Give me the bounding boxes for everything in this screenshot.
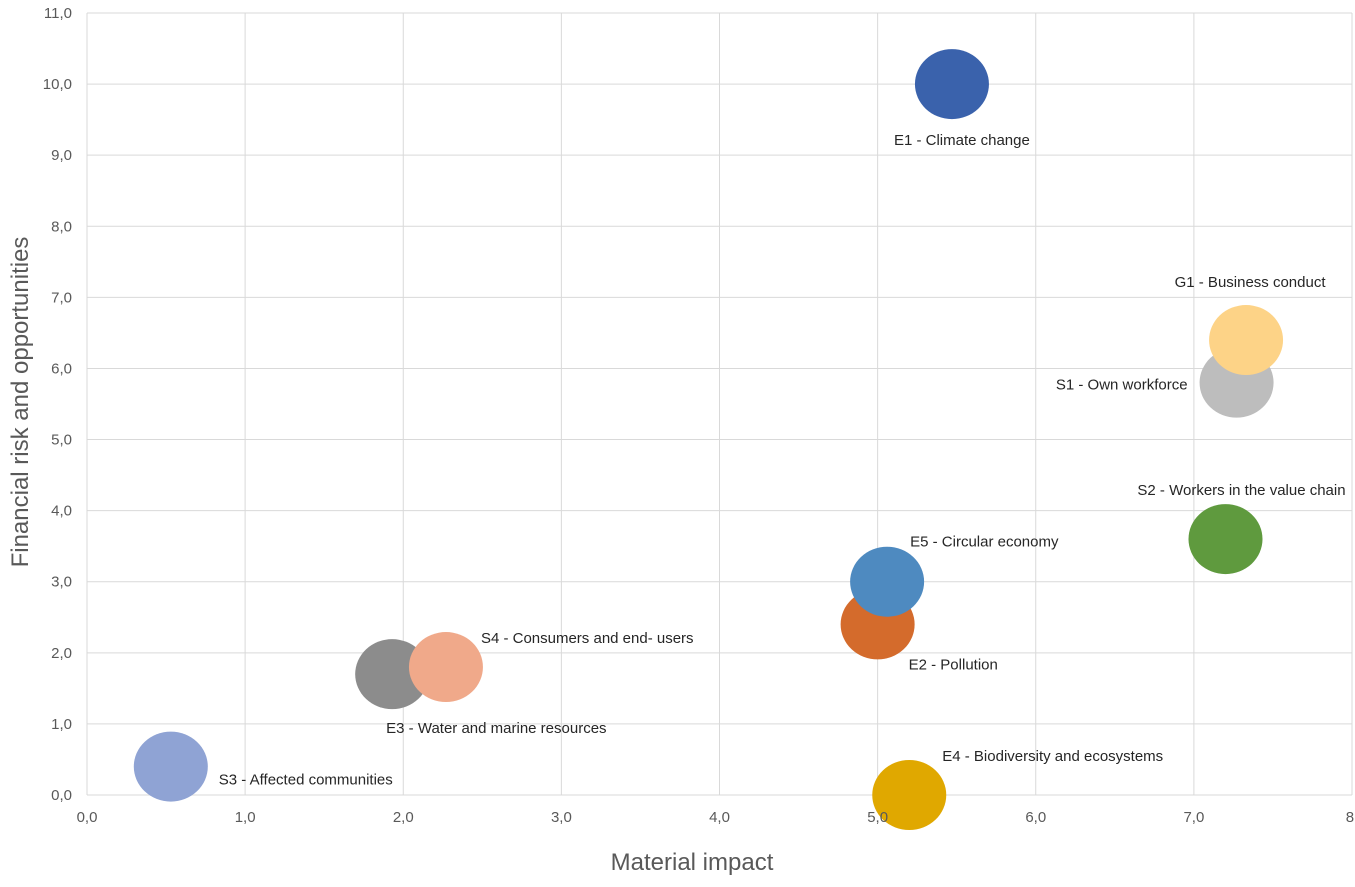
x-tick-label: 2,0 [393, 809, 414, 826]
bubble-label: G1 - Business conduct [1175, 274, 1327, 291]
bubble-label: E4 - Biodiversity and ecosystems [942, 748, 1163, 765]
bubble-label: E2 - Pollution [909, 656, 998, 673]
bubble-label: S4 - Consumers and end- users [481, 630, 694, 647]
y-tick-label: 3,0 [51, 574, 72, 591]
x-tick-label: 6,0 [1025, 809, 1046, 826]
y-tick-label: 1,0 [51, 716, 72, 733]
bubble-label: S2 - Workers in the value chain [1137, 482, 1345, 499]
x-tick-label: 5,0 [867, 809, 888, 826]
bubble-label: E1 - Climate change [894, 132, 1030, 149]
y-tick-label: 0,0 [51, 787, 72, 804]
bubble-label: S1 - Own workforce [1056, 377, 1188, 394]
y-tick-label: 7,0 [51, 289, 72, 306]
bubble-point [408, 632, 483, 703]
x-tick-label: 1,0 [235, 809, 256, 826]
bubble-point [914, 49, 989, 120]
x-axis-title: Material impact [611, 849, 774, 876]
grid [86, 12, 1353, 796]
y-tick-label: 10,0 [43, 76, 72, 93]
bubble-point [850, 546, 925, 617]
bubble-point [1209, 305, 1284, 376]
y-tick-label: 5,0 [51, 432, 72, 449]
y-axis-title: Financial risk and opportunities [7, 237, 34, 568]
x-tick-label: 3,0 [551, 809, 572, 826]
bubble-point [872, 760, 947, 830]
tick-labels: 0,0 1,0 2,0 3,0 4,0 5,0 6,0 7,0 8, 0,0 1,0 2,0 3,0 4,… [43, 5, 1355, 826]
y-tick-label: 4,0 [51, 503, 72, 520]
bubbles [133, 49, 1284, 830]
bubble-label: E5 - Circular economy [910, 534, 1059, 551]
x-tick-label: 0,0 [77, 809, 98, 826]
bubble-label: S3 - Affected communities [219, 772, 393, 789]
bubble-point [1188, 504, 1263, 575]
x-tick-label: 8, [1346, 809, 1355, 826]
bubble-point [133, 731, 208, 802]
y-tick-label: 11,0 [44, 5, 72, 22]
x-tick-label: 7,0 [1183, 809, 1204, 826]
y-tick-label: 9,0 [51, 147, 72, 164]
bubble-label: E3 - Water and marine resources [386, 720, 606, 737]
x-tick-label: 4,0 [709, 809, 730, 826]
point-labels: S3 - Affected communities E3 - Water and … [219, 132, 1346, 788]
y-tick-label: 8,0 [51, 218, 72, 235]
y-tick-label: 2,0 [51, 645, 72, 662]
y-tick-label: 6,0 [51, 360, 72, 377]
